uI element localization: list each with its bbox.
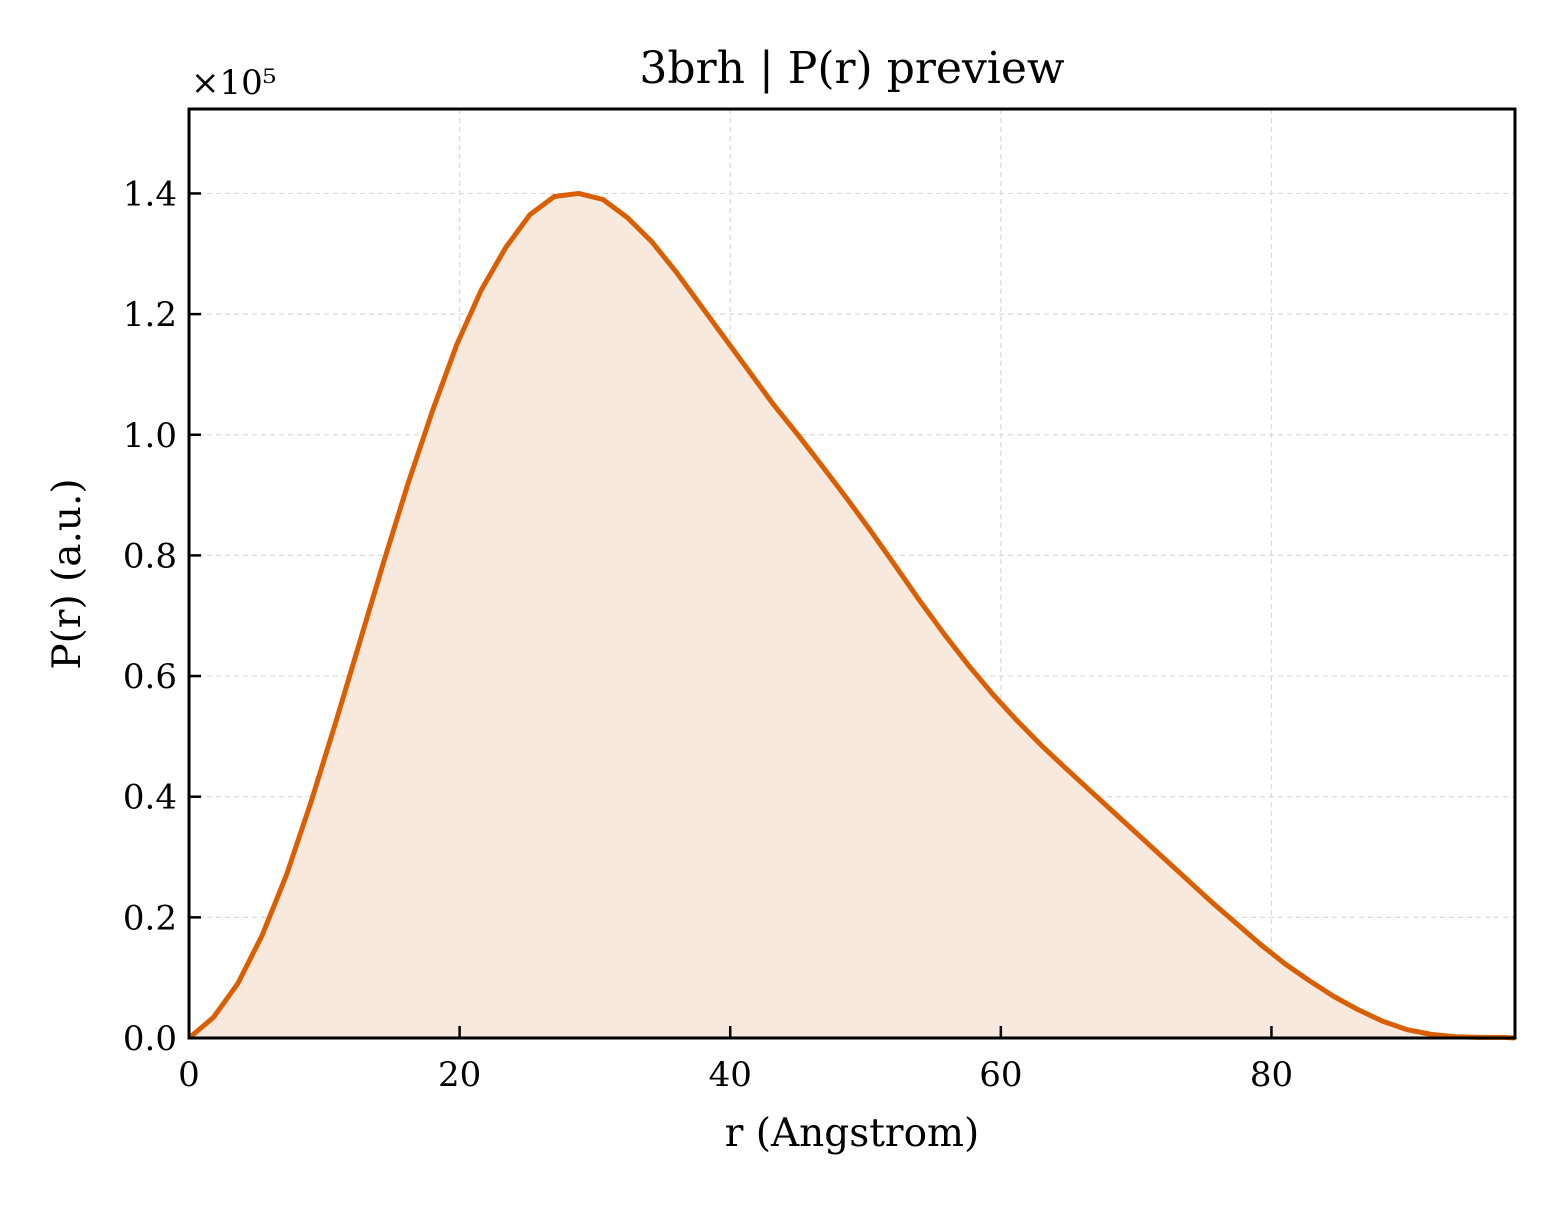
y-tick-label: 1.0 [123, 416, 177, 456]
y-tick-label: 1.2 [123, 295, 177, 335]
pr-series-line [187, 190, 1516, 1041]
x-axis-label: r (Angstrom) [725, 1111, 980, 1156]
x-tick-label: 60 [979, 1055, 1022, 1095]
y-tick-label: 0.4 [123, 778, 177, 818]
y-tick-label: 1.4 [123, 174, 177, 214]
x-tick-label: 0 [178, 1055, 200, 1095]
x-tick-label: 20 [438, 1055, 481, 1095]
x-tick-label: 40 [709, 1055, 752, 1095]
pr-area-fill [189, 193, 1515, 1038]
tick-layer: 0 20 40 60 80 0.0 0.2 0.4 0.6 0.8 1.0 1.2 1.4 [123, 174, 1293, 1095]
y-tick-label: 0.6 [123, 657, 177, 697]
y-axis-label: P(r) (a.u.) [45, 478, 90, 669]
chart-title: 3brh | P(r) preview [639, 43, 1064, 94]
y-tick-label: 0.8 [123, 536, 177, 576]
plot-frame [187, 107, 1517, 1040]
y-tick-label: 0.2 [123, 898, 177, 938]
x-tick-label: 80 [1250, 1055, 1293, 1095]
y-tick-label: 0.0 [123, 1019, 177, 1059]
y-axis-offset-text: ×10⁵ [191, 63, 276, 103]
